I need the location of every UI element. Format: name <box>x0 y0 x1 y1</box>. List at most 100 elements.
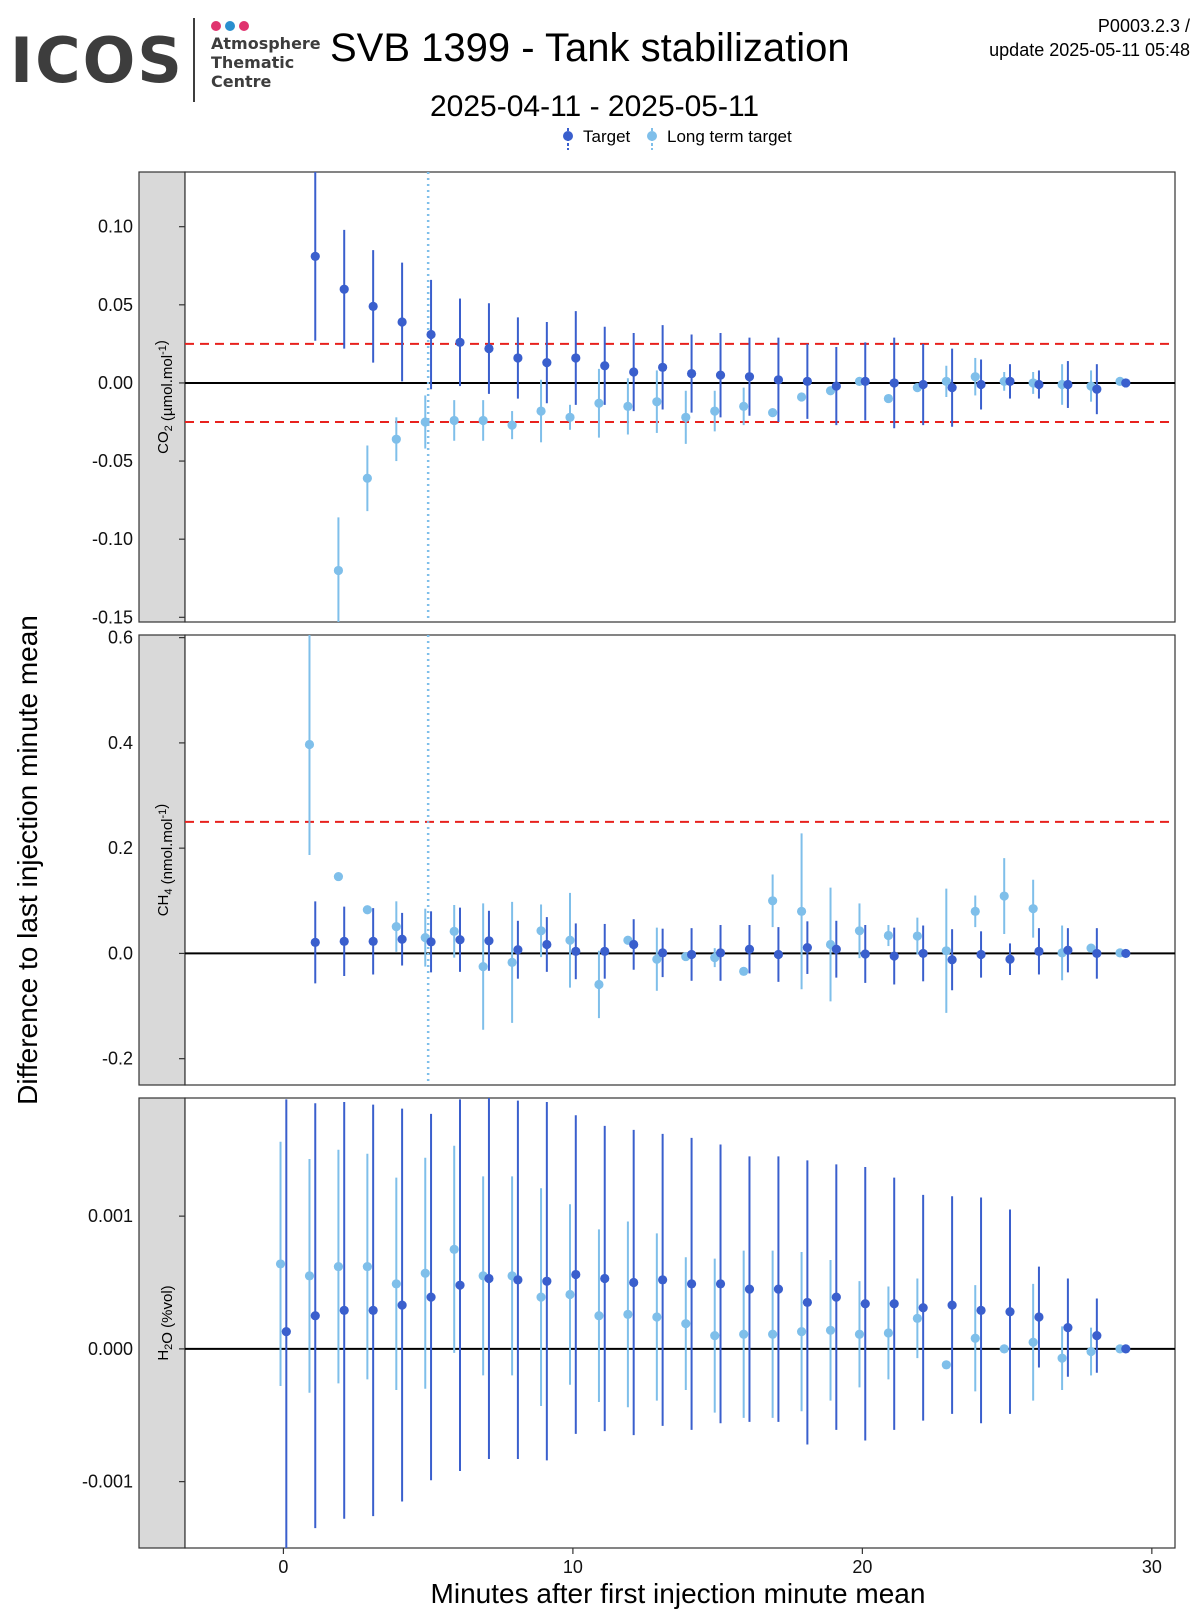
data-point <box>652 397 662 407</box>
data-point <box>658 362 668 372</box>
data-point <box>368 936 378 946</box>
strip-label-text: (µmol.mol <box>159 355 176 425</box>
data-point <box>629 367 639 377</box>
y-tick-label: 0.10 <box>98 217 133 237</box>
data-point <box>368 301 378 311</box>
data-point <box>999 891 1009 901</box>
icos-logo: ICOS Atmosphere Thematic Centre <box>10 18 321 108</box>
data-point <box>1034 1312 1044 1322</box>
data-point <box>860 949 870 959</box>
data-point <box>304 739 315 750</box>
panel-frame <box>184 1097 1176 1549</box>
data-point <box>686 368 697 379</box>
data-point <box>1121 948 1131 959</box>
data-point <box>1005 376 1015 386</box>
chart-date-range: 2025-04-11 - 2025-05-11 <box>430 90 760 123</box>
strip-label-sub: 4 <box>163 889 175 895</box>
data-point <box>1086 1346 1096 1357</box>
data-point <box>918 379 928 390</box>
data-point <box>507 957 517 967</box>
data-point <box>802 1297 812 1308</box>
data-point <box>710 406 720 416</box>
data-point <box>594 1311 604 1321</box>
logo-dot <box>239 21 249 31</box>
data-point <box>449 415 459 426</box>
chart-title: SVB 1399 - Tank stabilization <box>330 26 850 70</box>
data-point <box>889 951 899 961</box>
data-point <box>831 1292 841 1302</box>
data-point <box>941 376 951 386</box>
data-point <box>941 946 951 956</box>
data-point <box>715 1279 726 1289</box>
data-point <box>571 353 581 363</box>
data-point <box>391 434 401 444</box>
data-point <box>565 1289 575 1300</box>
data-point <box>1121 1344 1131 1354</box>
data-point <box>397 934 407 944</box>
panel-frame <box>184 634 1176 1086</box>
data-point <box>768 408 778 418</box>
data-point <box>976 379 986 390</box>
data-point <box>1028 1337 1038 1347</box>
data-point <box>773 375 784 385</box>
data-point <box>339 1305 349 1315</box>
data-point <box>623 1309 633 1319</box>
data-point <box>831 381 841 391</box>
panel-plot-area <box>185 172 1175 622</box>
data-point <box>831 944 841 954</box>
data-point <box>542 358 552 368</box>
facet-strip-label: CO2 (µmol.mol-1) <box>153 340 176 454</box>
data-point <box>368 1305 378 1315</box>
logo-dot <box>211 21 221 31</box>
logo-sub-line: Centre <box>211 72 272 91</box>
x-tick-label: 0 <box>278 1557 288 1577</box>
data-point <box>484 343 494 354</box>
x-axis-title: Minutes after first injection minute mea… <box>431 1578 926 1609</box>
data-point <box>310 937 320 947</box>
data-point <box>889 378 899 388</box>
data-point <box>333 565 344 576</box>
data-point <box>739 1329 749 1339</box>
data-point <box>629 939 639 950</box>
y-tick-label: 0.00 <box>98 373 133 393</box>
data-point <box>941 1360 951 1370</box>
legend-key-point <box>647 131 657 141</box>
data-point <box>1028 904 1038 914</box>
data-point <box>883 1328 894 1338</box>
data-point <box>362 1261 372 1272</box>
strip-label-sub: 2 <box>163 1344 175 1350</box>
data-point <box>484 936 494 946</box>
data-point <box>773 949 784 960</box>
strip-label-text: O (%vol) <box>159 1285 176 1343</box>
data-point <box>333 871 344 882</box>
data-point <box>999 1344 1009 1354</box>
data-point <box>362 905 372 915</box>
data-point <box>976 1305 986 1315</box>
data-point <box>513 353 523 363</box>
data-point <box>652 954 662 964</box>
data-point <box>1034 379 1044 390</box>
data-point <box>739 401 749 411</box>
data-point <box>397 317 407 327</box>
x-tick-label: 30 <box>1142 1557 1162 1577</box>
logo-sub-line: Thematic <box>211 53 295 72</box>
data-point <box>658 948 668 958</box>
data-point <box>883 930 894 941</box>
data-point <box>686 949 697 960</box>
data-point <box>455 1280 465 1290</box>
data-point <box>744 372 755 382</box>
data-point <box>970 1333 980 1343</box>
strip-label-text: (nmol.mol <box>159 818 176 888</box>
data-point <box>768 896 778 906</box>
data-point <box>391 921 401 932</box>
data-point <box>947 955 957 965</box>
data-point <box>536 406 546 416</box>
data-point <box>513 1275 523 1285</box>
data-point <box>594 398 604 408</box>
data-point <box>478 961 488 972</box>
y-tick-label: 0.05 <box>98 295 133 315</box>
data-point <box>426 937 436 947</box>
data-point <box>1063 1323 1073 1333</box>
data-point <box>600 1273 610 1284</box>
